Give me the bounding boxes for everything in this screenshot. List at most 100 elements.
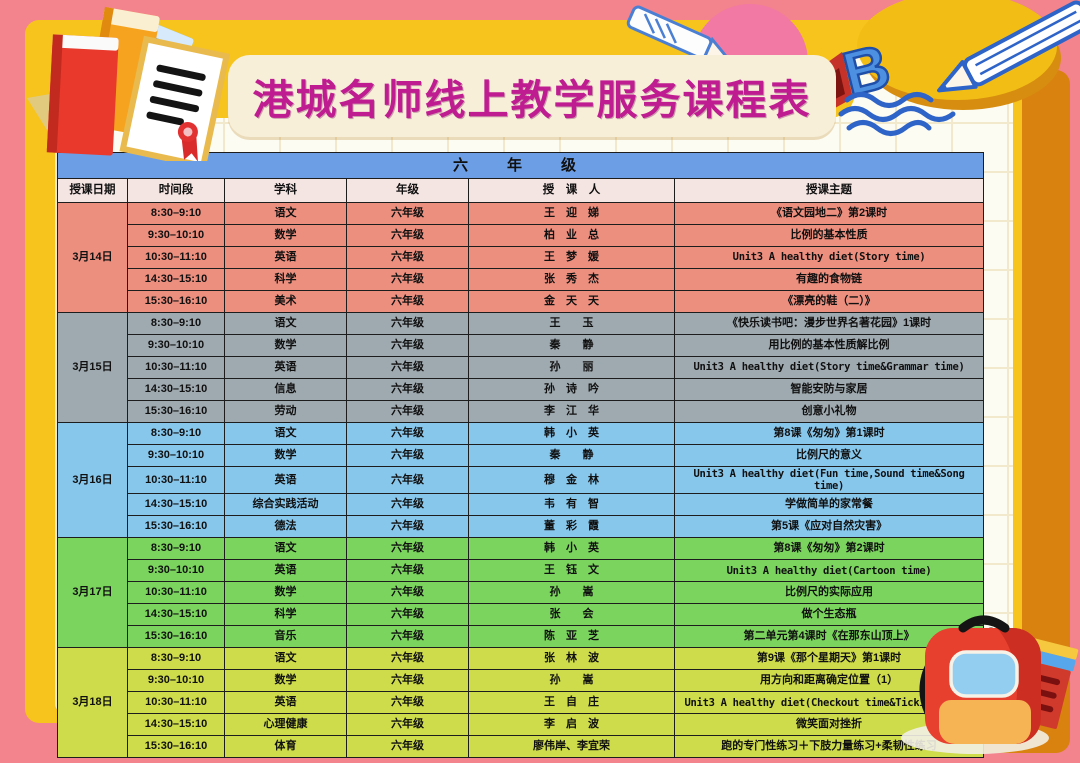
grade-cell: 六年级 — [346, 334, 469, 357]
grade-cell: 六年级 — [346, 493, 469, 517]
subject-cell: 心理健康 — [224, 713, 347, 737]
time-cell: 8:30–9:10 — [127, 537, 225, 561]
teacher-cell: 廖伟岸、李宜荣 — [468, 735, 675, 759]
subject-cell: 语文 — [224, 202, 347, 225]
subject-cell: 数学 — [224, 581, 347, 605]
grade-cell: 六年级 — [346, 246, 469, 269]
table-row: 10:30–11:10 英语 六年级王 自 庄 Unit3 A healthy die… — [57, 691, 985, 715]
date-cell: 3月17日 — [57, 537, 128, 649]
teacher-cell: 柏 业 总 — [468, 224, 675, 247]
time-cell: 8:30–9:10 — [127, 312, 225, 335]
grade-cell: 六年级 — [346, 559, 469, 583]
teacher-cell: 秦 静 — [468, 334, 675, 357]
date-cell: 3月18日 — [57, 647, 128, 759]
grade-header-row: 六 年 级 — [56, 152, 985, 179]
date-cell: 3月14日 — [57, 202, 128, 313]
subject-cell: 音乐 — [224, 625, 347, 649]
grade-cell: 六年级 — [346, 669, 469, 693]
grade-cell: 六年级 — [346, 625, 469, 649]
teacher-cell: 孙 诗 吟 — [468, 378, 675, 401]
subject-cell: 科学 — [224, 603, 347, 627]
topic-cell: 学做简单的家常餐 — [673, 493, 985, 517]
subject-cell: 科学 — [224, 268, 347, 291]
topic-cell: 跑的专门性练习＋下肢力量练习+柔韧性练习 — [673, 735, 985, 759]
date-cell: 3月15日 — [57, 312, 128, 423]
grade-cell: 六年级 — [346, 444, 469, 467]
topic-cell: 智能安防与家居 — [673, 378, 985, 401]
time-cell: 9:30–10:10 — [127, 559, 225, 583]
table-row: 10:30–11:10 英语 六年级孙 丽 Unit3 A healthy diet(… — [57, 356, 985, 379]
column-header-row: 授课日期 时间段 学科 年级 授 课 人 授课主题 — [57, 178, 985, 203]
teacher-cell: 金 天 天 — [468, 290, 675, 313]
time-cell: 9:30–10:10 — [127, 444, 225, 467]
topic-cell: 有趣的食物链 — [673, 268, 985, 291]
time-cell: 14:30–15:10 — [127, 713, 225, 737]
schedule-body: 3月14日 8:30–9:10 语文 六年级王 迎 娣《语文园地二》第2课时 9:30–… — [57, 202, 985, 759]
subject-cell: 英语 — [224, 465, 347, 495]
title-banner: 港城名师线上教学服务课程表 — [228, 55, 836, 137]
teacher-cell: 王 自 庄 — [468, 691, 675, 715]
table-row: 15:30–16:10 音乐 六年级陈 亚 芝第二单元第4课时《在那东山顶上》 — [57, 625, 985, 649]
teacher-cell: 董 彩 霞 — [468, 515, 675, 539]
subject-cell: 信息 — [224, 378, 347, 401]
time-cell: 10:30–11:10 — [127, 356, 225, 379]
grade-cell: 六年级 — [346, 356, 469, 379]
table-row: 14:30–15:10 心理健康 六年级李 启 波微笑面对挫折 — [57, 713, 985, 737]
topic-cell: 第二单元第4课时《在那东山顶上》 — [673, 625, 985, 649]
grade-cell: 六年级 — [346, 647, 469, 671]
teacher-cell: 张 秀 杰 — [468, 268, 675, 291]
teacher-cell: 王 钰 文 — [468, 559, 675, 583]
grade-cell: 六年级 — [346, 581, 469, 605]
teacher-cell: 李 启 波 — [468, 713, 675, 737]
schedule-table-wrap: 六 年 级 授课日期 时间段 学科 年级 授 课 人 授课主题 3月14日 8:3… — [56, 152, 985, 759]
subject-cell: 劳动 — [224, 400, 347, 423]
topic-cell: 比例的基本性质 — [673, 224, 985, 247]
topic-cell: 微笑面对挫折 — [673, 713, 985, 737]
time-cell: 15:30–16:10 — [127, 625, 225, 649]
subject-cell: 数学 — [224, 444, 347, 467]
page-title: 港城名师线上教学服务课程表 — [252, 77, 812, 123]
col-header-subject: 学科 — [224, 178, 347, 203]
col-header-teacher: 授 课 人 — [468, 178, 675, 203]
time-cell: 15:30–16:10 — [127, 735, 225, 759]
subject-cell: 英语 — [224, 559, 347, 583]
subject-cell: 语文 — [224, 312, 347, 335]
topic-cell: 第8课《匆匆》第1课时 — [673, 422, 985, 445]
subject-cell: 体育 — [224, 735, 347, 759]
time-cell: 10:30–11:10 — [127, 465, 225, 495]
topic-cell: 第5课《应对自然灾害》 — [673, 515, 985, 539]
teacher-cell: 孙 嵩 — [468, 669, 675, 693]
subject-cell: 综合实践活动 — [224, 493, 347, 517]
table-row: 9:30–10:10 数学 六年级秦 静比例尺的意义 — [57, 444, 985, 467]
time-cell: 14:30–15:10 — [127, 603, 225, 627]
date-cell: 3月16日 — [57, 421, 128, 539]
table-row: 15:30–16:10 美术 六年级金 天 天《漂亮的鞋（二）》 — [57, 290, 985, 313]
subject-cell: 英语 — [224, 356, 347, 379]
time-cell: 10:30–11:10 — [127, 581, 225, 605]
topic-cell: 第9课《那个星期天》第1课时 — [673, 647, 985, 671]
time-cell: 15:30–16:10 — [127, 290, 225, 313]
time-cell: 8:30–9:10 — [127, 202, 225, 225]
col-header-topic: 授课主题 — [673, 178, 985, 203]
table-row: 3月17日 8:30–9:10 语文 六年级韩 小 英第8课《匆匆》第2课时 — [57, 537, 985, 649]
time-cell: 10:30–11:10 — [127, 691, 225, 715]
time-cell: 9:30–10:10 — [127, 334, 225, 357]
col-header-date: 授课日期 — [57, 178, 128, 203]
grade-cell: 六年级 — [346, 691, 469, 715]
time-cell: 14:30–15:10 — [127, 493, 225, 517]
table-row: 3月18日 8:30–9:10 语文 六年级张 林 波第9课《那个星期天》第1课时 — [57, 647, 985, 759]
table-row: 15:30–16:10 劳动 六年级李 江 华创意小礼物 — [57, 400, 985, 423]
topic-cell: Unit3 A healthy diet(Fun time,Sound time… — [673, 465, 985, 495]
table-row: 3月14日 8:30–9:10 语文 六年级王 迎 娣《语文园地二》第2课时 — [57, 202, 985, 313]
grade-cell: 六年级 — [346, 400, 469, 423]
teacher-cell: 李 江 华 — [468, 400, 675, 423]
teacher-cell: 韩 小 英 — [468, 422, 675, 445]
table-row: 10:30–11:10 英语 六年级王 梦 媛 Unit3 A healthy die… — [57, 246, 985, 269]
time-cell: 10:30–11:10 — [127, 246, 225, 269]
subject-cell: 语文 — [224, 647, 347, 671]
teacher-cell: 王 玉 — [468, 312, 675, 335]
grade-cell: 六年级 — [346, 378, 469, 401]
time-cell: 15:30–16:10 — [127, 400, 225, 423]
subject-cell: 英语 — [224, 691, 347, 715]
grade-cell: 六年级 — [346, 202, 469, 225]
